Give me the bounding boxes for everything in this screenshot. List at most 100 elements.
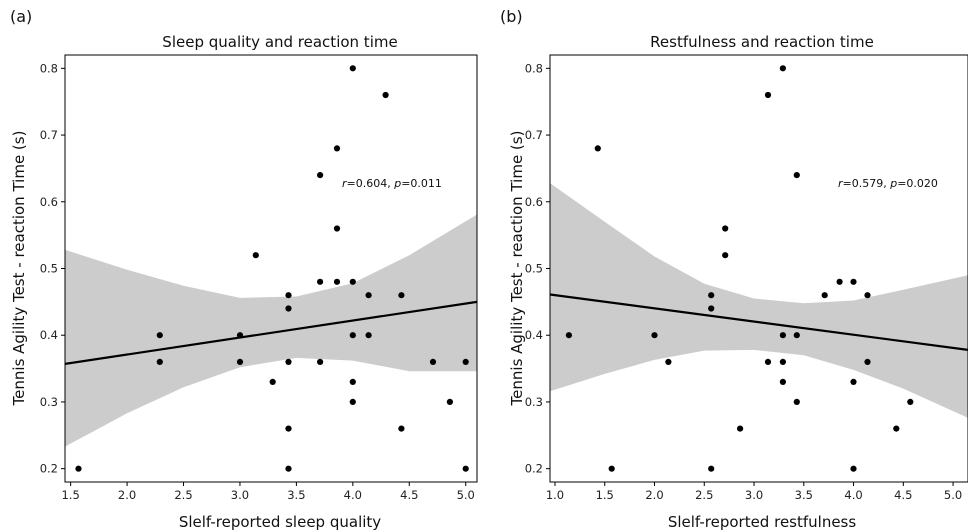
y-tick-label-a: 0.3 — [40, 395, 58, 409]
x-tick-label-b: 3.5 — [795, 488, 813, 502]
data-point-b — [722, 252, 729, 259]
data-point-b — [708, 305, 715, 312]
y-tick-label-b: 0.5 — [525, 262, 543, 276]
data-point-b — [764, 91, 772, 99]
y-tick-label-a: 0.5 — [40, 262, 58, 276]
data-point-a — [382, 91, 389, 99]
data-point-b — [850, 378, 857, 385]
data-point-b — [836, 278, 843, 285]
y-tick-label-a: 0.6 — [40, 195, 58, 209]
y-tick-label-a: 0.8 — [40, 61, 58, 75]
data-point-a — [333, 225, 341, 232]
x-tick-label-b: 3.0 — [745, 488, 763, 502]
data-point-a — [75, 465, 82, 472]
data-point-b — [893, 425, 900, 432]
correlation-annotation-a: r=0.604, p=0.011 — [342, 177, 442, 190]
data-point-b — [608, 465, 615, 472]
r-value-b: =0.579, — [843, 177, 891, 190]
x-tick-label-a: 4.0 — [344, 488, 362, 502]
data-point-b — [779, 332, 787, 339]
data-point-a — [285, 465, 292, 472]
regression-line-a — [65, 300, 477, 365]
y-tick-label-b: 0.2 — [525, 462, 543, 476]
data-point-b — [864, 292, 871, 299]
p-symbol-a: p — [393, 177, 401, 190]
x-tick-label-b: 2.5 — [695, 488, 713, 502]
data-point-b — [779, 358, 787, 365]
p-symbol-b: p — [889, 177, 897, 190]
data-point-a — [156, 332, 163, 339]
data-point-a — [446, 398, 453, 405]
data-point-a — [317, 172, 324, 179]
x-tick-label-b: 1.0 — [546, 488, 564, 502]
data-point-a — [285, 425, 292, 432]
x-tick-label-b: 2.0 — [645, 488, 663, 502]
data-point-a — [333, 278, 341, 285]
data-point-a — [365, 332, 372, 339]
confidence-band-b — [550, 183, 968, 418]
panel-a: (a) Sleep quality and reaction time Slel… — [10, 7, 478, 531]
data-point-a — [349, 398, 356, 405]
x-tick-label-b: 1.5 — [596, 488, 614, 502]
data-point-a — [269, 378, 276, 385]
data-point-a — [285, 305, 292, 312]
data-point-a — [252, 252, 259, 259]
data-point-a — [349, 278, 356, 285]
r-symbol-b: r — [838, 177, 844, 190]
data-point-a — [333, 145, 341, 152]
data-point-b — [779, 378, 787, 385]
data-point-b — [708, 292, 715, 299]
data-point-a — [398, 292, 405, 299]
x-tick-label-b: 5.0 — [944, 488, 962, 502]
data-point-b — [850, 465, 857, 472]
data-point-b — [793, 398, 800, 405]
data-point-a — [349, 332, 356, 339]
data-point-a — [429, 358, 437, 365]
y-tick-label-b: 0.8 — [525, 61, 543, 75]
x-tick-label-a: 2.5 — [174, 488, 192, 502]
data-point-b — [779, 65, 787, 72]
regression-line-b — [550, 293, 968, 351]
p-value-a: =0.011 — [401, 177, 442, 190]
x-axis-label-a: Slelf-reported sleep quality — [179, 513, 381, 531]
data-point-a — [156, 358, 163, 365]
data-point-a — [317, 278, 324, 285]
p-value-b: =0.020 — [897, 177, 938, 190]
data-point-a — [236, 332, 244, 339]
chart-title-a: Sleep quality and reaction time — [162, 33, 397, 51]
data-point-a — [349, 65, 356, 72]
x-tick-label-a: 2.0 — [118, 488, 136, 502]
data-point-b — [864, 358, 871, 365]
data-point-a — [317, 358, 324, 365]
data-point-a — [462, 465, 469, 472]
data-point-a — [365, 292, 372, 299]
data-point-a — [462, 358, 469, 365]
data-point-a — [398, 425, 405, 432]
data-point-b — [793, 172, 800, 179]
y-tick-label-b: 0.4 — [525, 328, 543, 342]
panel-label-a: (a) — [10, 7, 32, 26]
y-tick-label-a: 0.7 — [40, 128, 58, 142]
y-tick-label-a: 0.2 — [40, 462, 58, 476]
data-point-b — [764, 358, 772, 365]
y-tick-label-b: 0.3 — [525, 395, 543, 409]
data-point-b — [907, 398, 914, 405]
x-tick-label-b: 4.0 — [844, 488, 862, 502]
data-point-b — [821, 292, 828, 299]
confidence-band-a — [65, 214, 477, 447]
data-point-a — [285, 292, 292, 299]
data-point-b — [565, 332, 573, 339]
data-point-b — [850, 278, 857, 285]
data-point-b — [651, 332, 658, 339]
y-axis-label-a: Tennis Agility Test - reaction Time (s) — [10, 131, 28, 407]
data-point-a — [349, 378, 356, 385]
data-point-b — [594, 145, 601, 152]
y-tick-label-a: 0.4 — [40, 328, 58, 342]
y-tick-label-b: 0.6 — [525, 195, 543, 209]
x-tick-label-a: 1.5 — [61, 488, 79, 502]
r-value-a: =0.604, — [347, 177, 395, 190]
x-tick-label-a: 5.0 — [457, 488, 475, 502]
y-axis-label-b: Tennis Agility Test - reaction Time (s) — [508, 131, 526, 407]
panel-b: (b) Restfulness and reaction time Slelf-… — [500, 7, 968, 531]
